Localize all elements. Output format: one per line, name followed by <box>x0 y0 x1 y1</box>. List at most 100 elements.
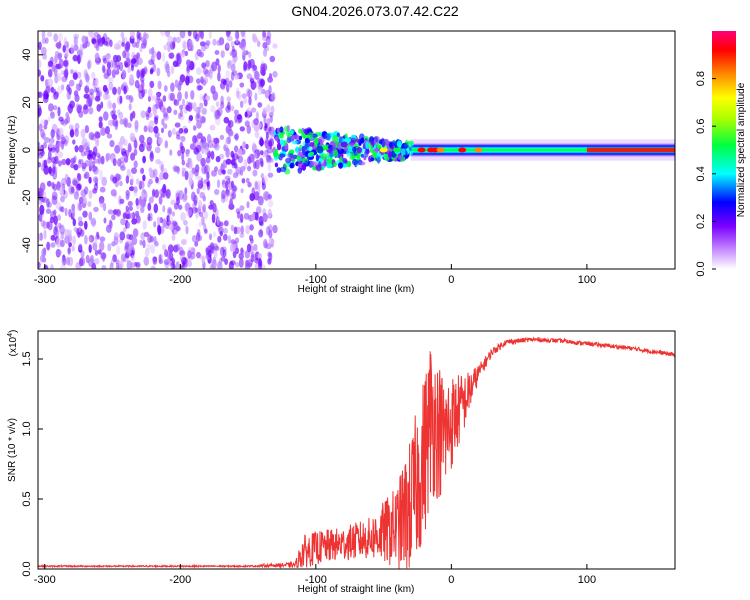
noise-blob <box>142 155 147 164</box>
noise-blob <box>261 88 266 95</box>
noise-blob <box>125 190 131 199</box>
noise-blob <box>267 172 274 178</box>
transition-blob <box>392 139 396 147</box>
noise-blob <box>227 61 231 68</box>
transition-blob <box>350 151 354 159</box>
transition-blob <box>283 140 288 146</box>
noise-blob <box>249 234 254 242</box>
noise-blob <box>216 179 221 189</box>
noise-blob <box>223 227 229 234</box>
noise-blob <box>257 252 262 260</box>
noise-blob <box>201 206 206 213</box>
noise-blob <box>114 144 121 154</box>
transition-blob <box>289 153 294 159</box>
noise-blob <box>241 178 246 184</box>
noise-blob <box>88 132 95 140</box>
noise-blob <box>245 143 249 150</box>
noise-blob <box>78 258 84 267</box>
noise-blob <box>244 111 248 118</box>
noise-blob <box>234 132 239 141</box>
noise-blob <box>240 165 246 172</box>
noise-blob <box>211 170 217 177</box>
noise-blob <box>115 209 121 215</box>
noise-blob <box>213 137 219 144</box>
noise-blob <box>217 71 221 82</box>
noise-blob <box>232 172 239 179</box>
noise-blob <box>260 160 264 168</box>
noise-blob <box>40 219 46 227</box>
transition-blob <box>333 149 338 158</box>
noise-blob <box>267 76 273 83</box>
noise-blob <box>268 111 274 118</box>
noise-blob <box>249 193 255 202</box>
transition-blob <box>298 128 303 134</box>
noise-blob <box>180 145 185 154</box>
noise-blob <box>209 200 214 207</box>
transition-blob <box>407 140 414 145</box>
noise-blob <box>165 190 169 196</box>
noise-blob <box>196 67 202 75</box>
noise-blob <box>231 192 237 200</box>
noise-blob <box>149 235 154 243</box>
noise-blob <box>107 209 114 215</box>
noise-blob <box>125 122 128 128</box>
transition-blob <box>293 134 300 140</box>
noise-blob <box>68 185 74 195</box>
noise-blob <box>52 105 58 111</box>
noise-blob <box>258 229 264 238</box>
noise-blob <box>168 223 174 231</box>
noise-blob <box>234 31 239 40</box>
noise-blob <box>109 219 112 227</box>
y-tick-label: 1.0 <box>21 421 33 436</box>
noise-blob <box>179 31 186 39</box>
noise-blob <box>201 255 205 264</box>
noise-blob <box>130 96 134 103</box>
noise-blob <box>120 31 125 39</box>
noise-blob <box>148 212 153 219</box>
noise-blob <box>131 218 138 225</box>
noise-blob <box>254 181 259 190</box>
noise-blob <box>269 139 273 150</box>
noise-blob <box>125 94 131 100</box>
noise-blob <box>213 245 220 251</box>
noise-blob <box>56 237 62 248</box>
spectrogram-x-ticks: -300 -200 -100 0 100 <box>34 264 596 286</box>
transition-blob <box>309 151 314 156</box>
transition-blob <box>278 134 285 139</box>
noise-blob <box>171 211 175 217</box>
noise-blob <box>246 107 251 116</box>
signal-core <box>586 147 675 153</box>
noise-blob <box>59 224 65 235</box>
noise-blob <box>105 55 111 62</box>
noise-blob <box>73 44 79 51</box>
noise-blob <box>42 221 48 230</box>
noise-blob <box>240 41 246 51</box>
noise-blob <box>68 87 72 95</box>
noise-blob <box>253 243 258 252</box>
noise-blob <box>268 85 272 95</box>
noise-blob <box>167 244 174 254</box>
noise-blob <box>266 156 270 164</box>
noise-blob <box>57 214 61 221</box>
noise-blob <box>38 261 41 269</box>
noise-blob <box>44 78 49 87</box>
transition-blob <box>338 162 344 169</box>
noise-blob <box>148 120 155 127</box>
noise-blob <box>212 202 217 213</box>
noise-blob <box>72 235 76 246</box>
transition-blob <box>364 150 369 158</box>
noise-blob <box>38 162 42 168</box>
noise-blob <box>84 125 89 134</box>
noise-blob <box>246 125 252 134</box>
noise-blob <box>117 158 122 167</box>
snr-y-label: SNR (10 * v/v) <box>7 418 18 482</box>
noise-blob <box>134 120 139 130</box>
noise-blob <box>76 202 80 211</box>
noise-blob <box>241 93 247 99</box>
noise-blob <box>84 220 88 230</box>
transition-blob <box>285 157 292 164</box>
noise-blob <box>49 216 55 224</box>
noise-blob <box>46 241 51 251</box>
noise-blob <box>119 118 125 125</box>
noise-blob <box>83 104 88 110</box>
